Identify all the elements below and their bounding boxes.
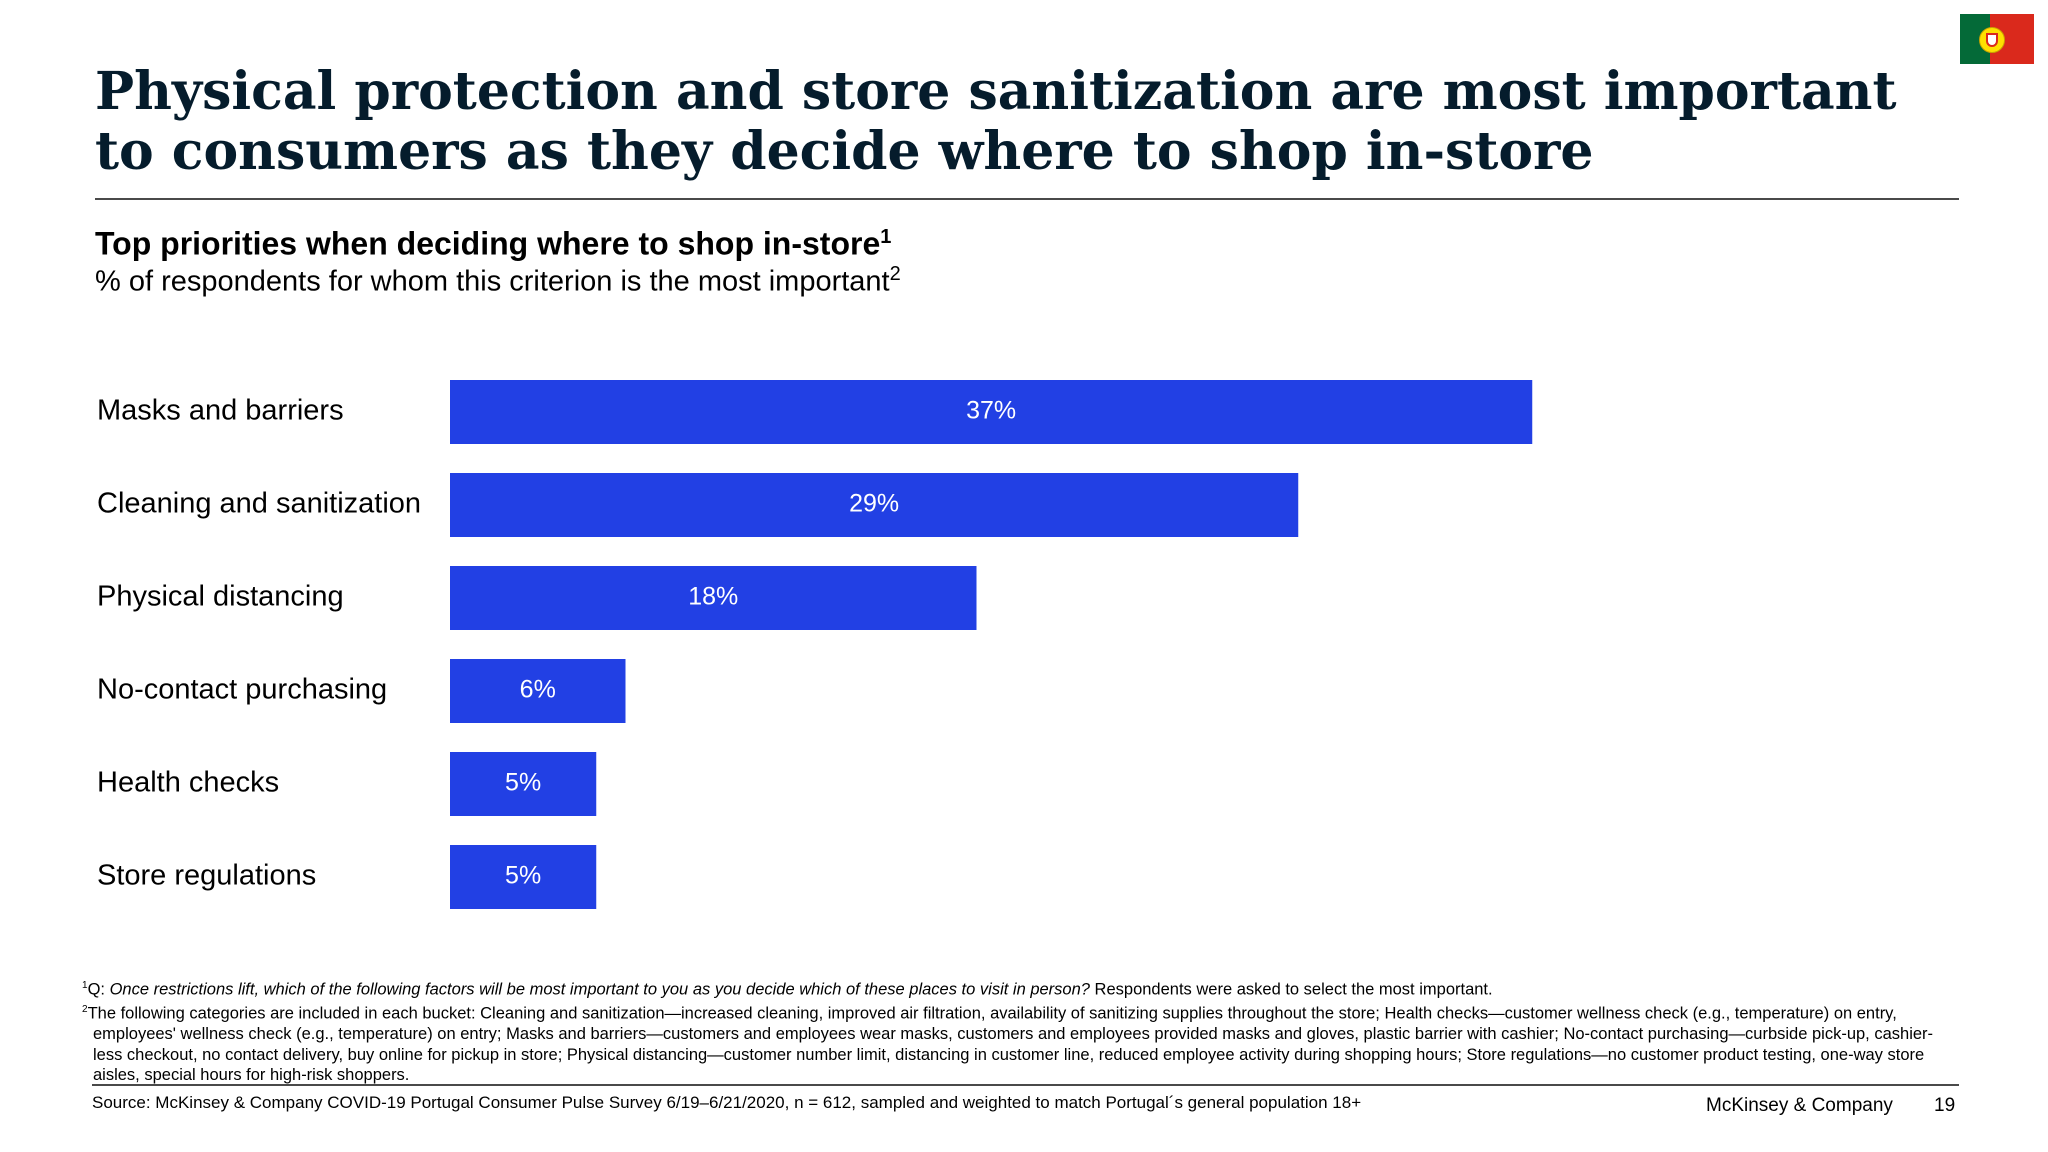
chart-unit-text: % of respondents for whom this criterion… bbox=[95, 265, 890, 298]
footnote-1-marker: 1 bbox=[82, 980, 88, 991]
footnotes: 1Q: Once restrictions lift, which of the… bbox=[82, 976, 1962, 1086]
category-label: Cleaning and sanitization bbox=[97, 488, 421, 520]
title-divider bbox=[95, 198, 1959, 200]
brand-name: McKinsey & Company bbox=[1706, 1095, 1893, 1116]
data-label: 37% bbox=[966, 397, 1016, 425]
footnote-marker: 2 bbox=[889, 263, 901, 285]
bar bbox=[450, 473, 1299, 537]
category-label: No-contact purchasing bbox=[97, 674, 387, 706]
data-label: 5% bbox=[505, 769, 541, 797]
portugal-flag-icon bbox=[1960, 14, 2034, 64]
category-label: Physical distancing bbox=[97, 581, 344, 613]
footnote-1-question: Once restrictions lift, which of the fol… bbox=[109, 980, 1090, 999]
bar bbox=[450, 659, 626, 723]
footnote-2: 2The following categories are included i… bbox=[82, 1000, 1962, 1086]
category-label: Health checks bbox=[97, 767, 279, 799]
bar-chart: Masks and barriers 37% Cleaning and saniti… bbox=[97, 380, 1533, 909]
chart-title: Top priorities when deciding where to sh… bbox=[95, 218, 891, 263]
bar bbox=[450, 752, 597, 816]
footnote-1-rest: Respondents were asked to select the mos… bbox=[1089, 980, 1493, 999]
data-label: 5% bbox=[505, 862, 541, 890]
data-label: 18% bbox=[688, 583, 738, 611]
bar bbox=[450, 845, 597, 909]
footnote-2-text: The following categories are included in… bbox=[87, 1004, 1934, 1085]
bar bbox=[450, 380, 1533, 444]
page-number: 19 bbox=[1934, 1095, 1956, 1116]
page-title: Physical protection and store sanitizati… bbox=[95, 61, 1897, 182]
footnote-2-marker: 2 bbox=[82, 1004, 88, 1015]
data-label: 29% bbox=[849, 490, 899, 518]
footer-divider bbox=[92, 1084, 1959, 1086]
data-label: 6% bbox=[520, 676, 556, 704]
chart-unit: % of respondents for whom this criterion… bbox=[95, 256, 901, 300]
source-note: Source: McKinsey & Company COVID-19 Port… bbox=[92, 1093, 1362, 1112]
category-label: Store regulations bbox=[97, 860, 316, 892]
bar bbox=[450, 566, 977, 630]
chart-title-text: Top priorities when deciding where to sh… bbox=[95, 225, 881, 262]
footnote-marker: 1 bbox=[880, 226, 892, 248]
footnote-1-prefix: Q: bbox=[87, 980, 110, 999]
footnote-1: 1Q: Once restrictions lift, which of the… bbox=[82, 976, 1962, 1000]
category-label: Masks and barriers bbox=[97, 395, 344, 427]
